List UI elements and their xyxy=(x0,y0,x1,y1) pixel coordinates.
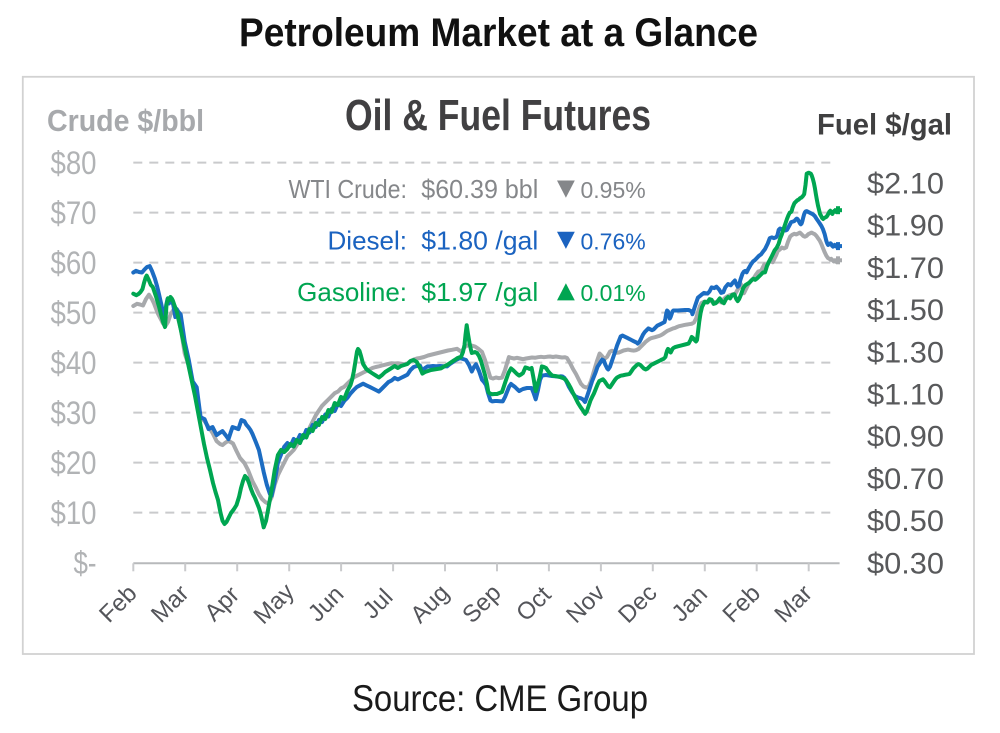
svg-text:Oil & Fuel Futures: Oil & Fuel Futures xyxy=(345,91,651,140)
svg-text:0.01%: 0.01% xyxy=(581,280,646,306)
svg-text:$1.80 /gal: $1.80 /gal xyxy=(421,225,538,255)
svg-text:$0.70: $0.70 xyxy=(867,463,944,496)
svg-text:Petroleum Market at a Glance: Petroleum Market at a Glance xyxy=(239,11,758,55)
svg-text:$30: $30 xyxy=(51,395,97,431)
svg-text:Diesel:: Diesel: xyxy=(328,225,407,255)
svg-text:$2.10: $2.10 xyxy=(867,168,944,201)
svg-text:Crude $/bbl: Crude $/bbl xyxy=(47,103,204,138)
svg-text:$70: $70 xyxy=(51,195,97,231)
svg-text:$20: $20 xyxy=(51,445,97,481)
svg-text:$1.97 /gal: $1.97 /gal xyxy=(421,277,538,307)
svg-text:$60: $60 xyxy=(51,245,97,281)
svg-text:$40: $40 xyxy=(51,345,97,381)
svg-text:$10: $10 xyxy=(51,495,97,531)
svg-text:Source: CME Group: Source: CME Group xyxy=(352,678,648,719)
svg-text:$1.90: $1.90 xyxy=(867,210,944,243)
svg-text:WTI Crude:: WTI Crude: xyxy=(289,174,408,204)
svg-text:$1.50: $1.50 xyxy=(867,294,944,327)
svg-text:Fuel $/gal: Fuel $/gal xyxy=(817,109,952,142)
svg-text:Gasoline:: Gasoline: xyxy=(297,277,407,307)
svg-text:$1.10: $1.10 xyxy=(867,379,944,412)
svg-text:$0.90: $0.90 xyxy=(867,421,944,454)
svg-text:0.95%: 0.95% xyxy=(581,177,646,203)
svg-text:$80: $80 xyxy=(51,145,97,181)
svg-text:$-: $- xyxy=(74,545,97,581)
svg-text:$50: $50 xyxy=(51,295,97,331)
svg-text:$0.50: $0.50 xyxy=(867,505,944,538)
svg-text:$0.30: $0.30 xyxy=(867,547,944,580)
svg-text:0.76%: 0.76% xyxy=(581,228,646,254)
svg-text:$60.39 bbl: $60.39 bbl xyxy=(421,174,538,204)
svg-text:$1.30: $1.30 xyxy=(867,336,944,369)
svg-text:$1.70: $1.70 xyxy=(867,252,944,285)
